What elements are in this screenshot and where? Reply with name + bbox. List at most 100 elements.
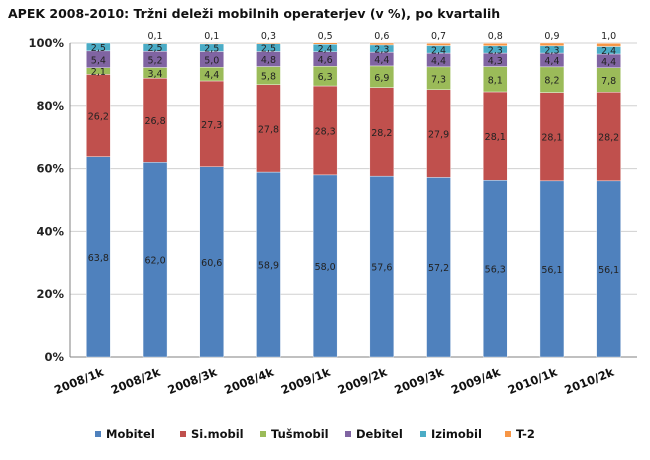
data-label: 2,4 bbox=[431, 45, 446, 56]
bar-segment bbox=[142, 77, 168, 163]
bar-segment bbox=[256, 84, 281, 173]
data-label: 27,8 bbox=[258, 124, 279, 135]
legend-swatch bbox=[260, 431, 266, 437]
x-tick-label: 2009/3k bbox=[392, 365, 446, 398]
data-label: 63,8 bbox=[88, 253, 109, 264]
legend-swatch bbox=[95, 431, 101, 437]
bar-segment bbox=[86, 156, 111, 358]
legend-swatch bbox=[505, 431, 511, 437]
bar-segment bbox=[256, 171, 281, 358]
data-label: 58,0 bbox=[315, 262, 336, 273]
legend-label: Tušmobil bbox=[271, 427, 329, 441]
data-label: 58,9 bbox=[258, 261, 279, 272]
data-label: 56,1 bbox=[598, 265, 619, 276]
data-label: 57,6 bbox=[371, 263, 392, 274]
bar-segment bbox=[142, 162, 168, 358]
bar-segment bbox=[86, 74, 111, 157]
data-label: 28,1 bbox=[485, 132, 506, 143]
bar-segment bbox=[199, 166, 224, 358]
data-label: 60,6 bbox=[201, 258, 222, 269]
legend-swatch bbox=[420, 431, 426, 437]
data-label: 56,3 bbox=[485, 265, 506, 276]
bar-segment bbox=[539, 180, 565, 358]
x-tick-label: 2010/2k bbox=[562, 365, 616, 398]
x-tick-label: 2008/4k bbox=[222, 365, 276, 398]
data-label: 27,9 bbox=[428, 130, 449, 141]
data-label: 1,0 bbox=[601, 31, 616, 42]
data-label: 0,8 bbox=[488, 31, 503, 42]
data-label: 5,2 bbox=[147, 55, 162, 66]
bar-segment bbox=[256, 42, 281, 44]
data-label: 57,2 bbox=[428, 263, 449, 274]
data-label: 2,3 bbox=[374, 44, 389, 55]
data-label: 5,0 bbox=[204, 55, 219, 66]
data-label: 28,1 bbox=[541, 133, 562, 144]
y-tick-label: 80% bbox=[36, 99, 64, 113]
bar-segment bbox=[312, 174, 338, 358]
data-label: 28,3 bbox=[315, 126, 336, 137]
data-label: 2,4 bbox=[318, 44, 333, 55]
data-label: 0,1 bbox=[204, 31, 219, 42]
data-label: 7,8 bbox=[601, 76, 616, 87]
data-label: 2,3 bbox=[488, 45, 503, 56]
bar-segment bbox=[596, 180, 621, 358]
x-tick-label: 2010/1k bbox=[506, 365, 560, 398]
data-label: 4,4 bbox=[601, 57, 616, 68]
data-label: 6,9 bbox=[374, 73, 389, 84]
bar-segment bbox=[539, 66, 565, 93]
x-tick-label: 2008/3k bbox=[166, 365, 220, 398]
bar-segment bbox=[369, 42, 395, 46]
data-label: 0,3 bbox=[261, 31, 276, 42]
bars-layer bbox=[86, 42, 621, 358]
data-label: 5,8 bbox=[261, 72, 276, 83]
bar-segment bbox=[369, 87, 395, 177]
data-label: 0,7 bbox=[431, 31, 446, 42]
y-tick-label: 60% bbox=[36, 162, 64, 176]
bar-segment bbox=[539, 92, 565, 182]
data-label: 2,5 bbox=[147, 43, 162, 54]
bar-segment bbox=[539, 42, 565, 47]
data-label: 5,4 bbox=[91, 55, 106, 66]
legend-label: Si.mobil bbox=[191, 427, 244, 441]
data-label: 4,3 bbox=[488, 56, 503, 67]
data-label: 0,6 bbox=[374, 31, 389, 42]
legend-swatch bbox=[345, 431, 351, 437]
data-label: 26,8 bbox=[144, 116, 165, 127]
data-label: 0,5 bbox=[318, 31, 333, 42]
y-tick-label: 20% bbox=[36, 287, 64, 301]
data-label: 8,2 bbox=[544, 76, 559, 87]
data-label: 4,8 bbox=[261, 55, 276, 66]
legend-label: Mobitel bbox=[106, 427, 155, 441]
legend-swatch bbox=[180, 431, 186, 437]
bar-segment bbox=[483, 91, 508, 181]
y-tick-label: 0% bbox=[44, 350, 64, 364]
bar-segment bbox=[199, 80, 224, 167]
data-label: 28,2 bbox=[371, 128, 392, 139]
data-label: 56,1 bbox=[541, 265, 562, 276]
y-tick-label: 40% bbox=[36, 224, 64, 238]
data-label: 2,4 bbox=[601, 46, 616, 57]
bar-segment bbox=[596, 67, 621, 93]
bar-segment bbox=[596, 92, 621, 182]
x-tick-label: 2008/1k bbox=[52, 365, 106, 398]
data-label: 2,5 bbox=[204, 44, 219, 55]
x-tick-label: 2009/2k bbox=[336, 365, 390, 398]
data-label: 62,0 bbox=[144, 256, 165, 267]
data-label: 4,4 bbox=[544, 56, 559, 67]
data-label: 2,3 bbox=[544, 45, 559, 56]
data-label: 3,4 bbox=[147, 69, 162, 80]
bar-segment bbox=[86, 42, 111, 52]
data-label: 4,4 bbox=[374, 55, 389, 66]
data-label: 6,3 bbox=[318, 72, 333, 83]
x-tick-label: 2008/2k bbox=[109, 365, 163, 398]
data-label: 8,1 bbox=[488, 75, 503, 86]
data-label: 0,1 bbox=[147, 31, 162, 42]
labels-layer: 63,826,22,15,42,562,026,83,45,22,50,160,… bbox=[88, 31, 619, 276]
data-label: 28,2 bbox=[598, 133, 619, 144]
data-label: 2,5 bbox=[91, 43, 106, 54]
data-label: 2,1 bbox=[91, 67, 106, 78]
bar-segment bbox=[483, 180, 508, 358]
bar-segment bbox=[596, 43, 621, 47]
